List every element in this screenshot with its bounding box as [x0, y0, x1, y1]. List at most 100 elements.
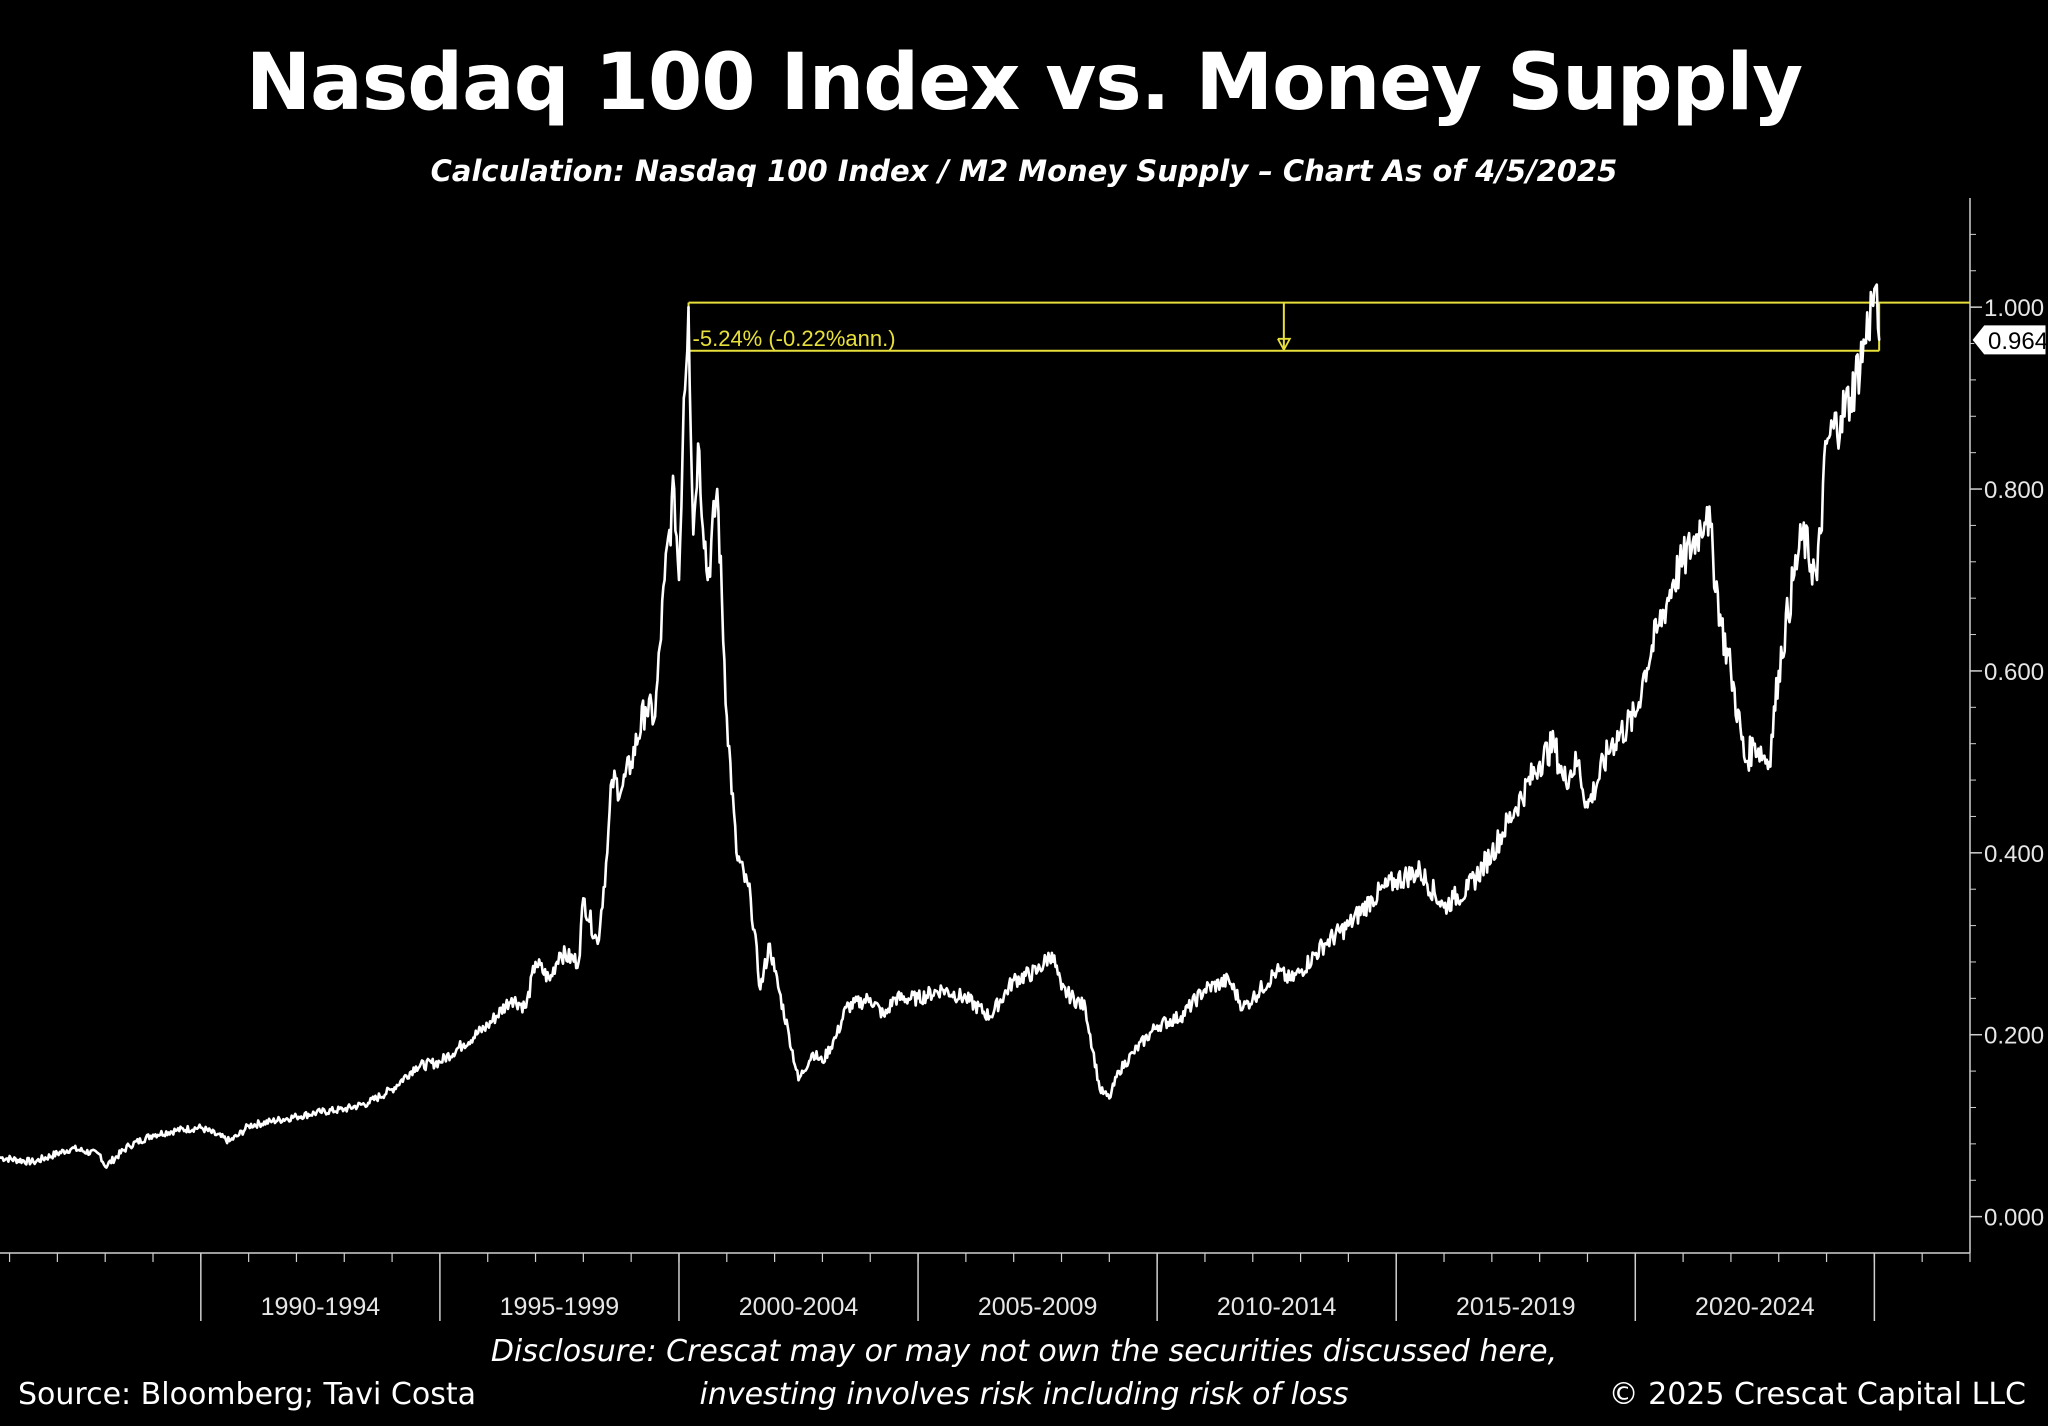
data-point: [768, 942, 771, 945]
data-point: [104, 1165, 107, 1168]
x-tick-label: 1990-1994: [261, 1293, 381, 1321]
data-point: [673, 487, 676, 491]
data-point: [1825, 442, 1828, 445]
disclosure-line-1: Disclosure: Crescat may or may not own t…: [490, 1334, 1558, 1369]
data-point: [1696, 533, 1699, 536]
data-point: [319, 1110, 322, 1114]
data-point: [1791, 578, 1795, 582]
data-point: [99, 1153, 102, 1157]
data-point: [644, 706, 647, 709]
data-point: [271, 1119, 274, 1123]
x-tick-label: 2000-2004: [739, 1293, 859, 1321]
data-point: [1108, 1097, 1111, 1100]
data-point: [964, 997, 968, 1000]
data-point: [1323, 942, 1326, 945]
data-point: [1371, 897, 1374, 900]
data-point: [247, 1124, 250, 1127]
data-point: [1289, 979, 1293, 982]
data-point: [1839, 415, 1843, 418]
data-point: [1562, 778, 1565, 782]
data-point: [1878, 338, 1881, 342]
data-point: [653, 715, 657, 718]
series-layer: [0, 283, 1881, 1169]
x-tick-label: 2020-2024: [1695, 1293, 1815, 1321]
data-point: [1442, 906, 1446, 909]
data-point: [534, 960, 537, 964]
data-point: [1705, 506, 1709, 509]
data-point: [1117, 1069, 1121, 1073]
data-point: [1036, 969, 1039, 973]
data-point: [1514, 806, 1518, 809]
data-point: [797, 1079, 800, 1082]
data-point: [1729, 669, 1733, 673]
data-point: [438, 1060, 442, 1064]
chart-title: Nasdaq 100 Index vs. Money Supply: [245, 38, 1803, 128]
data-point: [199, 1126, 202, 1129]
last-value-box: [1971, 324, 2047, 356]
data-point: [510, 997, 513, 1000]
data-point: [414, 1065, 418, 1068]
data-point: [1179, 1015, 1183, 1018]
data-point: [845, 1006, 848, 1009]
data-point: [486, 1024, 489, 1027]
x-tick-label: 2005-2009: [978, 1293, 1098, 1321]
data-point: [175, 1129, 179, 1132]
series-line: [0, 283, 1881, 1169]
data-point: [1815, 578, 1819, 582]
data-point: [0, 1156, 2, 1159]
data-point: [1418, 869, 1422, 873]
disclosure: Disclosure: Crescat may or may not own t…: [0, 1330, 2048, 1416]
data-point: [869, 997, 872, 1000]
data-point: [548, 979, 552, 982]
data-point: [558, 951, 561, 955]
data-point: [883, 1015, 886, 1018]
data-point: [577, 960, 580, 964]
data-point: [1634, 715, 1637, 718]
data-point: [1227, 979, 1231, 982]
data-point: [237, 1133, 241, 1137]
data-point: [1768, 760, 1771, 764]
data-point: [367, 1101, 370, 1105]
chart-subtitle: Calculation: Nasdaq 100 Index / M2 Money…: [430, 154, 1618, 188]
drawdown-annotation: -5.24% (-0.22%ann.): [687, 301, 1970, 352]
data-point: [773, 969, 776, 973]
data-point: [1395, 878, 1398, 882]
data-point: [1863, 342, 1867, 345]
data-point: [1777, 669, 1780, 673]
data-point: [716, 487, 719, 491]
data-point: [677, 578, 681, 582]
data-point: [1538, 760, 1541, 764]
y-tick-label: 0.200: [1984, 1023, 2044, 1050]
x-tick-label: 1995-1999: [500, 1293, 620, 1321]
data-point: [620, 788, 623, 791]
data-point: [1251, 997, 1255, 1000]
data-point: [893, 997, 896, 1000]
data-point: [70, 1147, 73, 1150]
data-point: [127, 1144, 131, 1147]
data-point: [1552, 742, 1556, 745]
data-point: [606, 851, 609, 854]
data-point: [1586, 806, 1589, 809]
data-point: [1242, 1006, 1245, 1009]
x-tick-label: 2010-2014: [1217, 1293, 1337, 1321]
y-tick-label: 0.400: [1984, 841, 2044, 868]
y-tick-label: 0.800: [1984, 477, 2044, 504]
data-point: [1084, 1006, 1087, 1009]
data-point: [1672, 578, 1675, 582]
data-point: [1050, 951, 1054, 955]
data-point: [1203, 988, 1207, 991]
data-point: [1132, 1051, 1135, 1055]
data-point: [1801, 533, 1804, 536]
data-point: [1466, 888, 1470, 891]
data-point: [1744, 760, 1747, 764]
data-point: [1098, 1088, 1102, 1091]
data-point: [1576, 760, 1580, 764]
data-point: [706, 578, 709, 582]
data-point: [1873, 287, 1876, 291]
last-value-tag: 0.964: [1971, 324, 2048, 356]
x-axis: 1990-1994 1995-1999 2000-2004 2005-2009 2010…: [0, 1252, 1971, 1321]
data-point: [916, 997, 920, 1000]
data-point: [663, 578, 666, 582]
data-point: [735, 851, 738, 854]
annotation-label: -5.24% (-0.22%ann.): [693, 326, 896, 351]
